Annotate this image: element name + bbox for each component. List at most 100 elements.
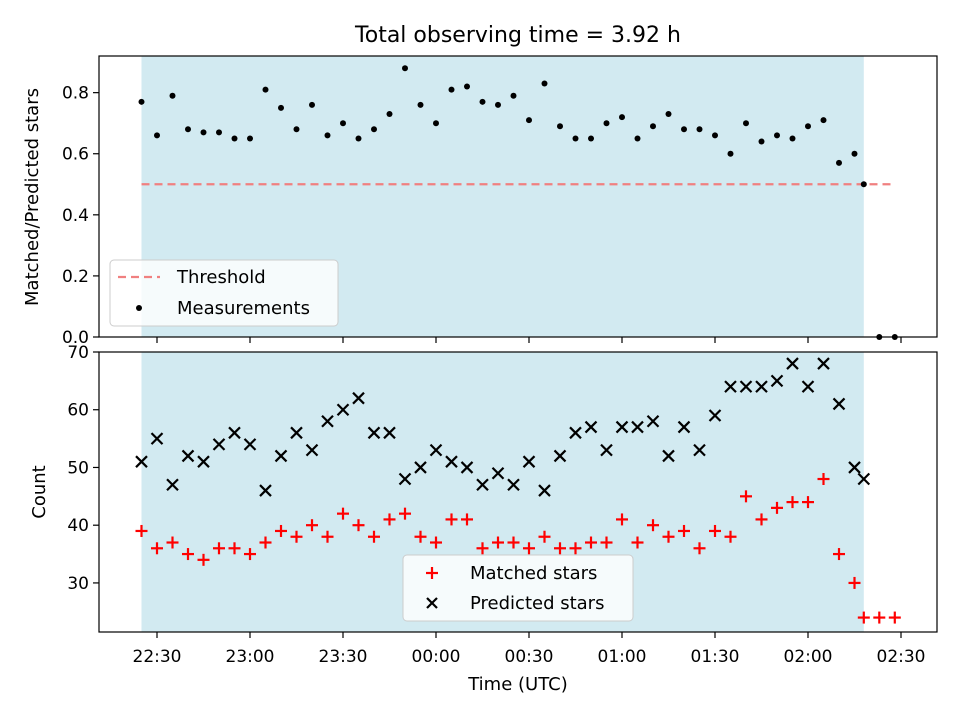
measurement-point [743, 120, 749, 127]
matched-star-point [352, 519, 365, 532]
predicted-star-point [228, 426, 241, 440]
measurement-point [860, 181, 867, 188]
matched-star-point [213, 542, 225, 555]
predicted-star-d2 [832, 397, 846, 411]
matched-star-point [802, 496, 814, 509]
predicted-star-d2 [445, 455, 458, 468]
predicted-star-d2 [770, 374, 784, 388]
predicted-star-point [414, 461, 427, 474]
predicted-star-point [646, 415, 660, 428]
predicted-star-point [801, 380, 815, 393]
x-tick-label: 02:30 [877, 647, 926, 667]
y-tick-label: 0.2 [62, 267, 89, 287]
matched-star-point [771, 501, 783, 514]
measurement-point [293, 126, 300, 133]
predicted-star-point [538, 484, 551, 497]
predicted-star-d2 [352, 391, 365, 405]
predicted-star-d2 [584, 420, 598, 434]
matched-star-point [507, 536, 520, 549]
measurement-point [324, 132, 331, 139]
legend-predicted-label: Predicted stars [470, 593, 604, 614]
predicted-star-d2 [383, 426, 396, 440]
predicted-star-point [150, 432, 164, 445]
predicted-star-point [305, 443, 319, 457]
predicted-star-point [166, 478, 179, 492]
predicted-star-point [615, 420, 629, 434]
bottom-points [135, 357, 901, 624]
predicted-star-d2 [305, 443, 319, 457]
predicted-star-d2 [569, 426, 582, 440]
matched-star-point [693, 542, 706, 555]
matched-star-point [430, 536, 442, 549]
matched-star-point [817, 473, 830, 486]
matched-star-point [321, 530, 334, 543]
predicted-star-point [212, 438, 226, 451]
measurement-point [820, 117, 827, 124]
predicted-star-point [569, 426, 582, 440]
measurement-point [231, 135, 238, 142]
measurement-point [340, 120, 346, 127]
matched-star-point [569, 542, 582, 555]
predicted-star-d2 [429, 443, 443, 457]
x-tick-label: 23:00 [226, 647, 275, 667]
measurement-point [727, 150, 734, 157]
predicted-star-point [848, 461, 861, 474]
measurement-point [386, 111, 393, 118]
measurement-point [433, 120, 439, 127]
predicted-star-point [274, 449, 288, 463]
measurement-point [696, 126, 703, 133]
bottom-axes-frame [98, 351, 938, 633]
predicted-star-point [460, 461, 474, 474]
predicted-star-d2 [786, 357, 799, 370]
top-yticks: 0.0 0.2 0.4 0.6 0.8 [62, 84, 99, 348]
measurement-point [417, 101, 424, 108]
predicted-star-point [553, 449, 567, 463]
predicted-star-d2 [600, 443, 613, 457]
predicted-star-d2 [243, 438, 257, 451]
measurement-point [169, 92, 176, 99]
matched-star-point [244, 548, 256, 561]
predicted-star-d2 [460, 461, 474, 474]
predicted-star-point [383, 426, 396, 440]
predicted-star-point [491, 466, 505, 480]
legend-predicted-swatch [426, 597, 438, 609]
x-tick-label: 00:00 [412, 647, 461, 667]
matched-star-point [197, 553, 210, 566]
matched-star-point [414, 530, 427, 543]
predicted-star-point [507, 478, 520, 492]
matched-star-point [662, 530, 675, 543]
predicted-star-d2 [662, 449, 675, 463]
matched-star-point [857, 611, 870, 624]
legend-matched-swatch [426, 567, 438, 579]
predicted-star-d2 [321, 415, 334, 428]
predicted-star-d2 [274, 449, 288, 463]
legend-threshold-label: Threshold [176, 267, 266, 288]
measurement-point [557, 123, 563, 130]
predicted-star-point [600, 443, 613, 457]
legend-matched-label: Matched stars [470, 563, 597, 584]
predicted-star-point [724, 380, 737, 393]
predicted-star-d2 [259, 484, 272, 497]
legend-measurements-label: Measurements [177, 298, 310, 319]
predicted-star-d2 [724, 380, 737, 393]
legend-measurements-swatch [136, 305, 142, 311]
predicted-star-d2 [739, 380, 753, 393]
predicted-star-d2 [646, 415, 660, 428]
predicted-star-point [476, 478, 489, 492]
measurement-point [541, 80, 548, 87]
measurement-point [448, 86, 455, 93]
top-xticks [156, 337, 902, 343]
predicted-star-point [398, 472, 412, 486]
matched-star-point [523, 542, 535, 555]
matched-star-point [368, 530, 380, 543]
predicted-star-d2 [228, 426, 241, 440]
y-tick-label: 0.6 [62, 145, 89, 165]
predicted-star-point [445, 455, 458, 468]
x-tick-label: 01:30 [691, 647, 740, 667]
bottom-y-axis-label: Count [29, 465, 50, 518]
measurement-point [758, 138, 765, 145]
measurement-point [650, 123, 656, 130]
predicted-star-point [584, 420, 598, 434]
bottom-legend: Matched stars Predicted stars [402, 554, 634, 622]
